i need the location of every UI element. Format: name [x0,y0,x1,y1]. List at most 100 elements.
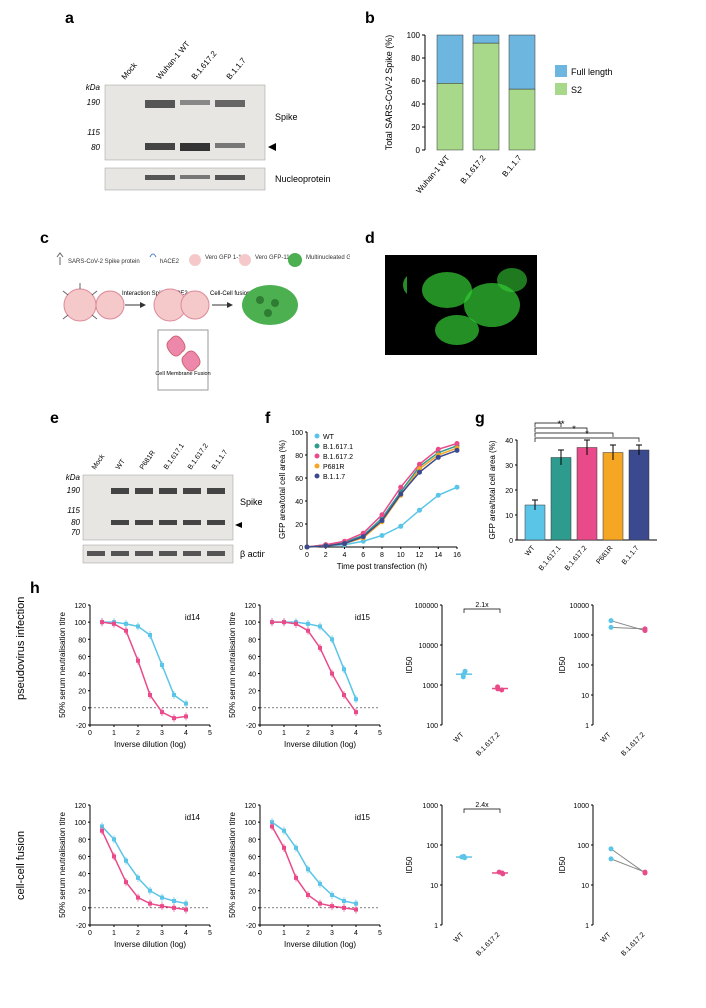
svg-text:20: 20 [78,889,86,896]
np-label: Nucleoprotein [275,174,330,184]
svg-text:B.1.1.7: B.1.1.7 [621,545,641,567]
panel-b-label: b [365,10,375,28]
mw-115: 115 [87,128,100,137]
svg-text:60: 60 [78,654,86,661]
svg-text:80: 80 [248,637,256,644]
svg-text:B.1.1.7: B.1.1.7 [211,449,230,471]
chart-h-pv-id50: 100100010000100000ID50WTB.1.617.22.1x [400,595,550,765]
svg-text:0: 0 [252,706,256,713]
svg-text:100: 100 [577,663,589,670]
svg-text:10: 10 [430,883,438,890]
svg-text:GFP area/total cell area (%): GFP area/total cell area (%) [278,440,287,539]
svg-text:P681R: P681R [595,545,614,566]
svg-text:β actin: β actin [240,549,265,559]
svg-text:WT: WT [524,544,537,557]
svg-text:B.1.617.2: B.1.617.2 [620,931,646,957]
svg-text:3: 3 [160,930,164,937]
svg-text:1: 1 [112,730,116,737]
svg-text:B.1.1.7: B.1.1.7 [323,474,345,481]
svg-text:100: 100 [291,430,303,437]
svg-text:0: 0 [258,730,262,737]
svg-text:100: 100 [426,843,438,850]
svg-text:B.1.617.2: B.1.617.2 [564,545,589,573]
chart-h-ccf-id50: 1101001000ID50WTB.1.617.22.4x [400,795,550,965]
svg-text:14: 14 [434,552,442,559]
svg-text:-20: -20 [76,723,86,730]
svg-text:120: 120 [74,603,86,610]
svg-text:40: 40 [78,872,86,879]
svg-text:120: 120 [74,803,86,810]
svg-text:2: 2 [136,730,140,737]
spike-label: Spike [275,112,298,122]
svg-text:80: 80 [71,518,80,527]
svg-text:1: 1 [434,923,438,930]
svg-text:B.1.617.2: B.1.617.2 [190,49,219,81]
svg-text:*: * [572,424,576,434]
svg-text:Cell-Cell fusion: Cell-Cell fusion [210,291,250,297]
svg-text:4: 4 [184,730,188,737]
svg-text:10: 10 [581,883,589,890]
svg-text:10: 10 [397,552,405,559]
svg-text:1: 1 [585,723,589,730]
svg-text:40: 40 [78,672,86,679]
svg-text:40: 40 [248,872,256,879]
svg-text:id15: id15 [355,813,371,822]
svg-text:B.1.617.2: B.1.617.2 [187,442,210,471]
svg-text:80: 80 [411,54,420,63]
svg-text:5: 5 [208,930,212,937]
panel-h-label: h [30,580,40,598]
svg-text:hACE2: hACE2 [160,259,180,265]
svg-text:Inverse dilution (log): Inverse dilution (log) [114,940,186,949]
svg-text:4: 4 [184,930,188,937]
svg-text:190: 190 [67,486,81,495]
svg-text:Mock: Mock [91,453,107,471]
svg-text:B.1.1.7: B.1.1.7 [225,56,249,82]
svg-text:WT: WT [453,931,466,944]
svg-text:40: 40 [505,438,513,445]
svg-text:6: 6 [361,552,365,559]
svg-text:60: 60 [411,77,420,86]
svg-text:100: 100 [407,31,421,40]
svg-text:4: 4 [343,552,347,559]
svg-text:1: 1 [112,930,116,937]
svg-text:50% serum neutralisation titre: 50% serum neutralisation titre [58,612,67,718]
svg-text:100: 100 [244,620,256,627]
svg-text:P681R: P681R [323,464,344,471]
svg-text:ID50: ID50 [405,656,414,673]
svg-text:10: 10 [581,693,589,700]
fluor-images: WT B.1.617.2 [385,255,446,265]
svg-text:4: 4 [354,930,358,937]
svg-text:GFP area/total cell area (%): GFP area/total cell area (%) [488,440,497,539]
svg-text:70: 70 [71,528,80,537]
svg-text:5: 5 [378,930,382,937]
svg-text:5: 5 [208,730,212,737]
svg-text:60: 60 [248,854,256,861]
svg-text:50% serum neutralisation titre: 50% serum neutralisation titre [228,812,237,918]
chart-h-pv-id50-pair: 110100100010000ID50WTB.1.617.2 [555,595,695,765]
svg-text:B.1.617.2: B.1.617.2 [323,454,353,461]
svg-text:Time post transfection (h): Time post transfection (h) [337,562,428,571]
svg-text:60: 60 [248,654,256,661]
chart-h-ccf-id15: -20020406080100120012345Inverse dilution… [225,795,395,965]
svg-text:20: 20 [505,488,513,495]
svg-text:*: * [585,429,589,439]
svg-text:Spike: Spike [240,497,263,507]
svg-text:3: 3 [330,730,334,737]
svg-text:50% serum neutralisation titre: 50% serum neutralisation titre [58,812,67,918]
svg-text:1000: 1000 [422,803,438,810]
svg-text:Inverse dilution (log): Inverse dilution (log) [284,740,356,749]
svg-text:id15: id15 [355,613,371,622]
svg-text:Wuhan-1 WT: Wuhan-1 WT [414,153,451,195]
schematic-c: SARS-CoV-2 Spike protein hACE2 Vero GFP … [50,245,350,405]
svg-text:1: 1 [585,923,589,930]
svg-text:20: 20 [295,522,303,529]
mw-190: 190 [87,98,101,107]
svg-text:0: 0 [252,906,256,913]
svg-text:id14: id14 [185,613,201,622]
svg-text:2: 2 [136,930,140,937]
svg-text:20: 20 [411,123,420,132]
svg-text:3: 3 [330,930,334,937]
chart-g: 010203040GFP area/total cell area (%)WTB… [485,420,685,580]
svg-text:-20: -20 [246,723,256,730]
svg-text:WT: WT [600,931,613,944]
